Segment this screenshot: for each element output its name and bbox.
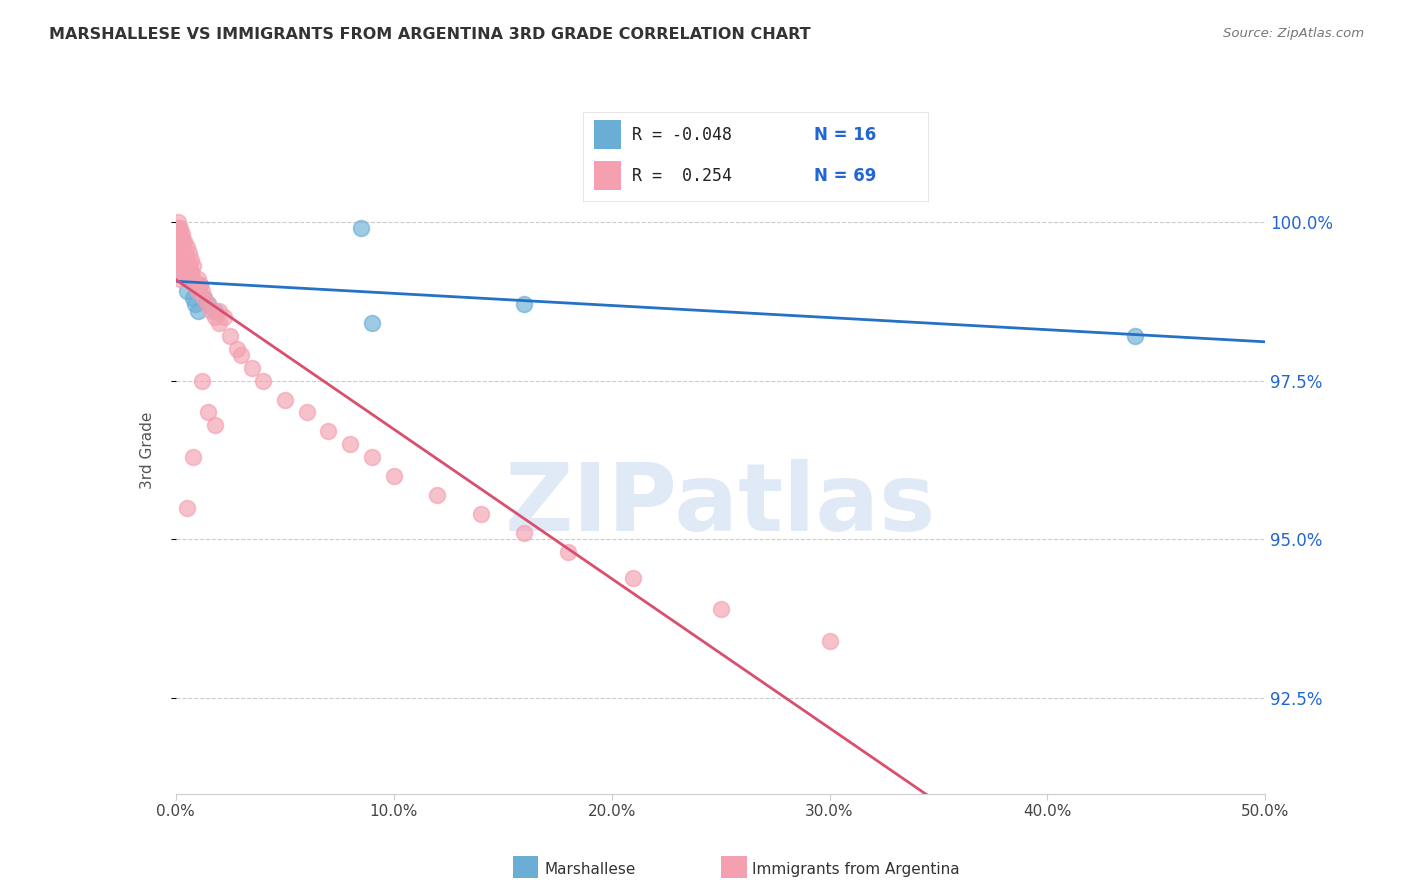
- Text: Immigrants from Argentina: Immigrants from Argentina: [752, 863, 960, 877]
- Text: ZIPatlas: ZIPatlas: [505, 459, 936, 551]
- Point: [208, 303, 231, 318]
- Point: [318, 425, 340, 439]
- Point: [212, 310, 235, 324]
- Point: [181, 291, 204, 305]
- Y-axis label: 3rd Grade: 3rd Grade: [141, 412, 155, 489]
- Point: [167, 220, 190, 235]
- Point: [169, 271, 191, 285]
- Point: [167, 214, 190, 228]
- Point: [204, 310, 226, 324]
- Point: [208, 316, 231, 330]
- Point: [710, 602, 733, 616]
- Point: [184, 278, 207, 293]
- Point: [513, 526, 536, 541]
- Point: [231, 348, 253, 362]
- Point: [172, 234, 194, 248]
- Point: [252, 374, 274, 388]
- Point: [173, 265, 195, 279]
- Point: [513, 297, 536, 311]
- Text: R =  0.254: R = 0.254: [631, 167, 731, 185]
- Point: [169, 240, 191, 254]
- Point: [382, 469, 405, 483]
- Point: [191, 285, 214, 299]
- Point: [193, 291, 215, 305]
- Point: [172, 265, 194, 279]
- Point: [176, 265, 198, 279]
- Point: [176, 500, 198, 515]
- Point: [184, 297, 207, 311]
- Point: [173, 234, 195, 248]
- Point: [169, 246, 191, 260]
- Bar: [593, 161, 621, 190]
- Point: [274, 392, 297, 407]
- Point: [197, 297, 219, 311]
- Point: [818, 634, 841, 648]
- Point: [172, 227, 194, 242]
- Point: [225, 342, 247, 356]
- Text: Marshallese: Marshallese: [544, 863, 636, 877]
- Text: MARSHALLESE VS IMMIGRANTS FROM ARGENTINA 3RD GRADE CORRELATION CHART: MARSHALLESE VS IMMIGRANTS FROM ARGENTINA…: [49, 27, 811, 42]
- Point: [197, 297, 219, 311]
- Point: [173, 252, 195, 267]
- Point: [177, 246, 200, 260]
- Point: [167, 252, 190, 267]
- Point: [186, 303, 209, 318]
- Point: [621, 571, 644, 585]
- Point: [176, 285, 198, 299]
- Point: [169, 234, 191, 248]
- Point: [169, 227, 191, 242]
- Point: [169, 220, 191, 235]
- Text: N = 16: N = 16: [814, 126, 876, 144]
- Point: [180, 265, 202, 279]
- Point: [167, 234, 190, 248]
- Point: [204, 417, 226, 432]
- Point: [339, 437, 361, 451]
- Point: [200, 303, 222, 318]
- Point: [197, 405, 219, 419]
- Point: [180, 252, 202, 267]
- Point: [350, 220, 373, 235]
- Point: [172, 252, 194, 267]
- Point: [186, 285, 209, 299]
- Point: [191, 374, 214, 388]
- Point: [180, 265, 202, 279]
- Point: [188, 278, 211, 293]
- Point: [169, 259, 191, 273]
- Point: [176, 252, 198, 267]
- Point: [193, 291, 215, 305]
- Point: [173, 240, 195, 254]
- Point: [1123, 329, 1146, 343]
- Point: [177, 259, 200, 273]
- Point: [240, 360, 263, 375]
- Bar: [593, 120, 621, 149]
- Point: [360, 316, 382, 330]
- Point: [167, 246, 190, 260]
- Point: [181, 450, 204, 464]
- Point: [169, 265, 191, 279]
- Point: [172, 240, 194, 254]
- Point: [181, 259, 204, 273]
- Point: [188, 278, 211, 293]
- Text: R = -0.048: R = -0.048: [631, 126, 731, 144]
- Point: [557, 545, 579, 559]
- Point: [167, 227, 190, 242]
- Point: [470, 507, 492, 521]
- Point: [426, 488, 449, 502]
- Point: [167, 259, 190, 273]
- Point: [360, 450, 382, 464]
- Text: Source: ZipAtlas.com: Source: ZipAtlas.com: [1223, 27, 1364, 40]
- Text: N = 69: N = 69: [814, 167, 877, 185]
- Point: [181, 271, 204, 285]
- Point: [172, 234, 194, 248]
- Point: [204, 303, 226, 318]
- Point: [176, 240, 198, 254]
- Point: [167, 240, 190, 254]
- Point: [167, 220, 190, 235]
- Point: [219, 329, 242, 343]
- Point: [295, 405, 318, 419]
- Point: [186, 271, 209, 285]
